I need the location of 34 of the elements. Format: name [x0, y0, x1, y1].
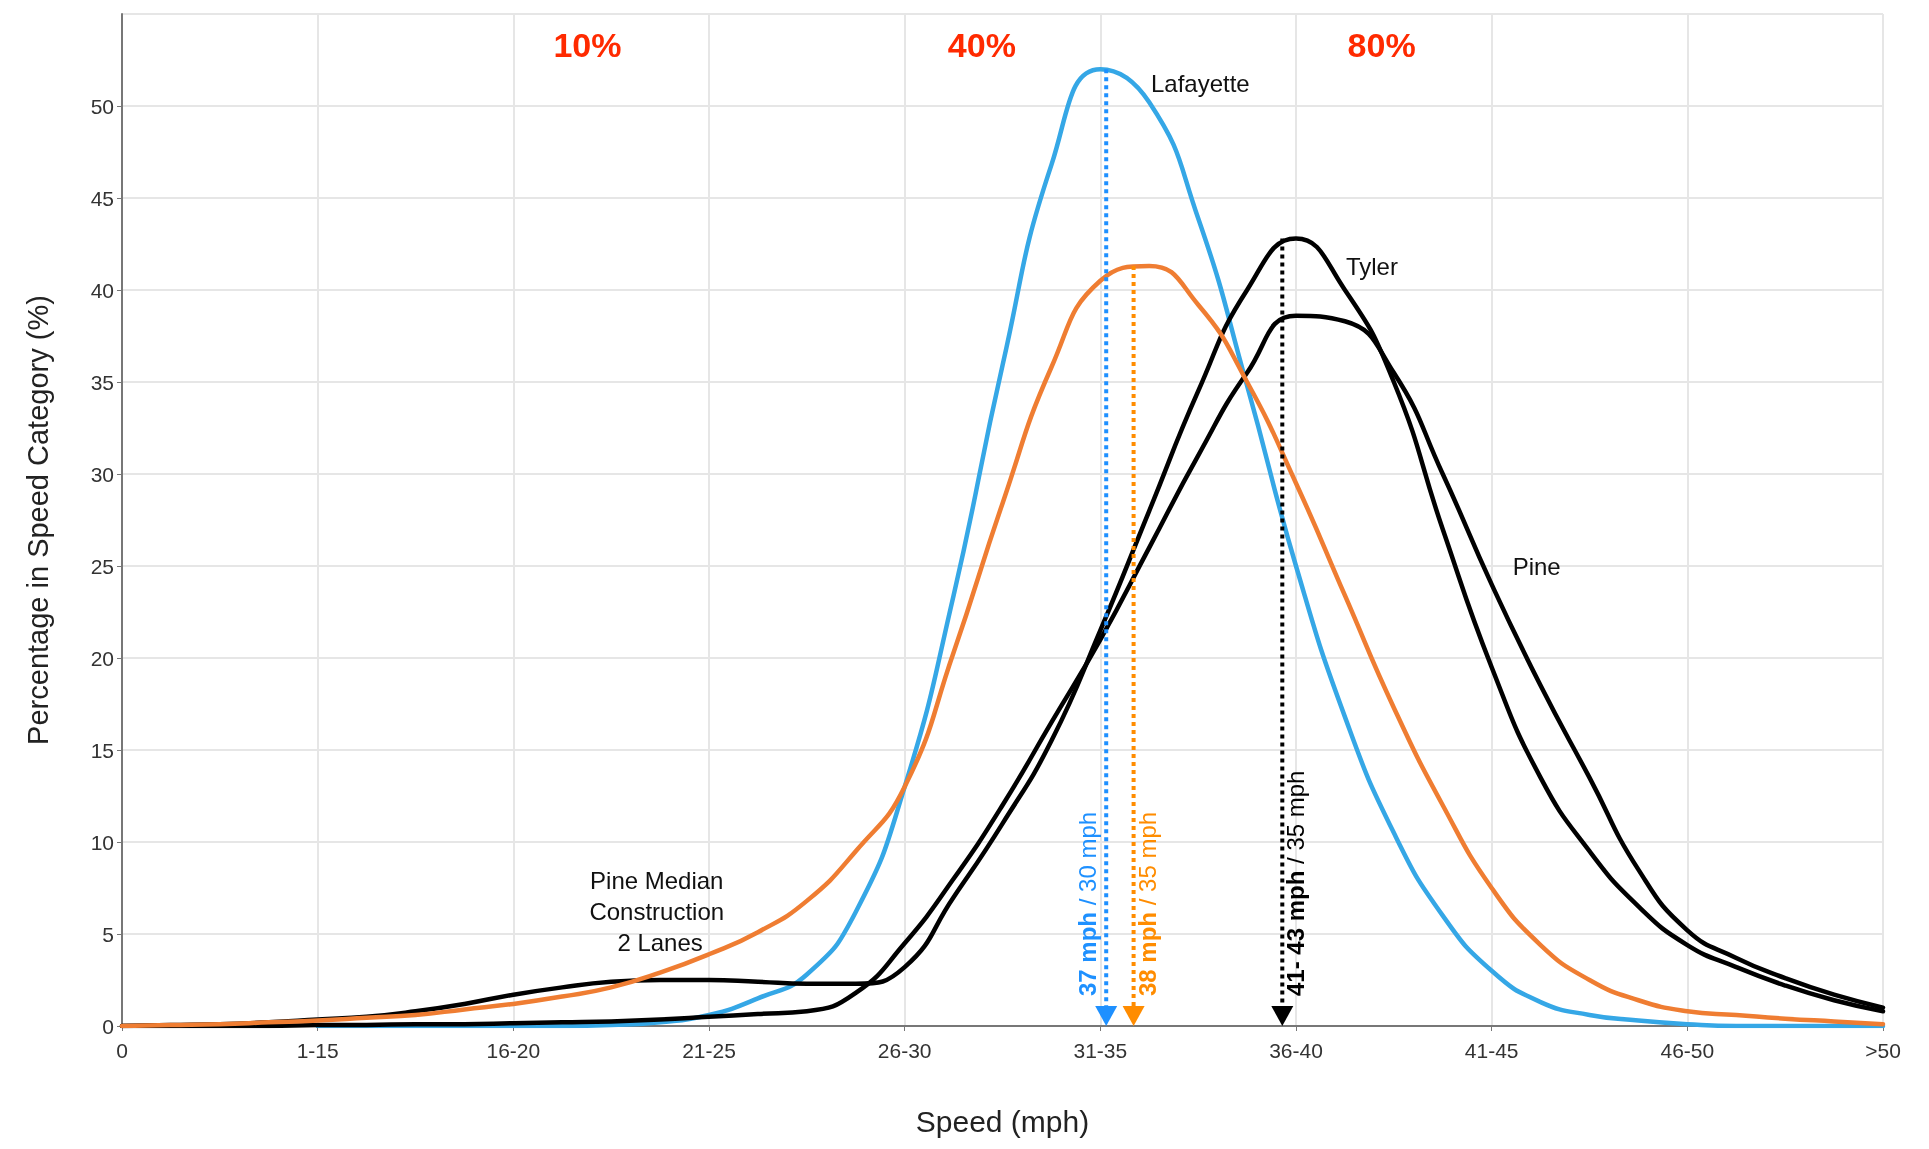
y-tick-label: 30 — [90, 462, 114, 486]
x-axis-title: Speed (mph) — [915, 1104, 1090, 1138]
annotation: 38 mph / 35 mph — [1133, 811, 1161, 996]
annotation: 41- 43 mph / 35 mph — [1282, 770, 1310, 996]
y-tick-label: 5 — [102, 922, 114, 946]
y-tick-label: 25 — [90, 554, 114, 578]
y-axis-title: Percentage in Speed Category (%) — [21, 295, 54, 745]
y-tick-label: 0 — [102, 1014, 114, 1038]
series-label: Pine Median Construction 2 Lanes — [589, 866, 731, 956]
y-tick-label: 45 — [90, 186, 114, 210]
annotation: 10% — [553, 26, 622, 64]
y-tick-label: 50 — [90, 94, 114, 118]
x-tick-label: 31-35 — [1073, 1039, 1128, 1062]
annotation: 80% — [1347, 26, 1416, 64]
x-tick-label: 16-20 — [486, 1039, 541, 1062]
series-label: Pine — [1512, 552, 1561, 580]
x-tick-label: 21-25 — [682, 1039, 736, 1062]
y-tick-label: 40 — [90, 278, 114, 302]
x-tick-label: 0 — [116, 1039, 128, 1062]
annotation: 40% — [947, 26, 1016, 64]
x-tick-label: >50 — [1865, 1039, 1901, 1062]
x-tick-label: 36-40 — [1269, 1039, 1323, 1062]
series-label: Tyler — [1345, 252, 1398, 280]
y-tick-label: 15 — [90, 738, 114, 762]
y-tick-label: 35 — [90, 370, 114, 394]
x-tick-label: 41-45 — [1464, 1039, 1519, 1062]
annotation: 37 mph / 30 mph — [1074, 811, 1102, 996]
y-tick-label: 20 — [90, 646, 114, 670]
series-label: Lafayette — [1150, 69, 1250, 97]
y-tick-label: 10 — [90, 830, 114, 854]
x-tick-label: 46-50 — [1660, 1039, 1715, 1062]
x-tick-label: 26-30 — [877, 1039, 932, 1062]
line-series — [315, 66, 1886, 1029]
x-tick-label: 1-15 — [296, 1039, 339, 1062]
